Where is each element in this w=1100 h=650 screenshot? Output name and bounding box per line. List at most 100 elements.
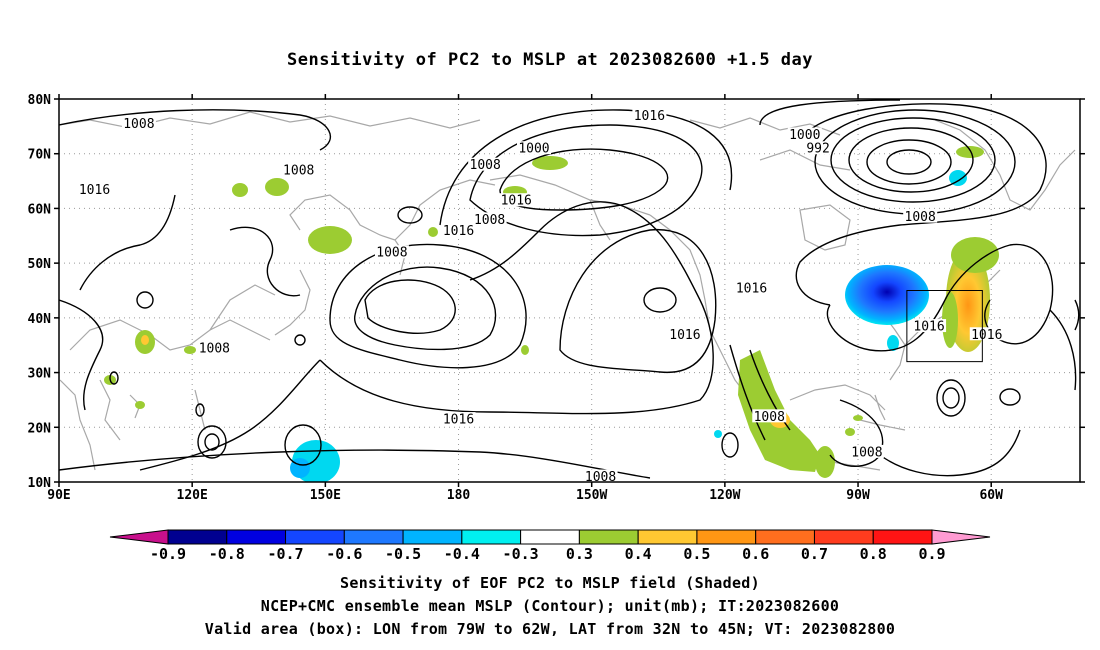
lat-tick-label: 80N bbox=[28, 93, 52, 108]
contour-label: 1008 bbox=[376, 246, 407, 261]
colorbar-swatch bbox=[167, 529, 228, 545]
lat-tick-label: 40N bbox=[28, 312, 52, 327]
lon-tick-label: 180 bbox=[447, 488, 471, 503]
map-title: Sensitivity of PC2 to MSLP at 2023082600… bbox=[286, 50, 813, 70]
contour-label: 1016 bbox=[79, 183, 110, 198]
contour-label: 1008 bbox=[123, 117, 154, 132]
lon-tick-label: 120E bbox=[177, 488, 208, 503]
colorbar-label: -0.7 bbox=[267, 545, 303, 563]
colorbar-label: 0.5 bbox=[683, 545, 710, 563]
lon-tick-label: 90W bbox=[846, 488, 870, 503]
contour-label: 1016 bbox=[669, 328, 700, 343]
contour-label-bg bbox=[805, 141, 832, 155]
contour-label: 1000 bbox=[518, 142, 549, 157]
latitude-axis: 80N 70N 60N 50N 40N 30N 20N 10N bbox=[28, 93, 1085, 491]
contour-label-bg bbox=[912, 319, 947, 333]
colorbar-label: 0.3 bbox=[566, 545, 593, 563]
colorbar-label: -0.5 bbox=[385, 545, 421, 563]
colorbar-label: 0.9 bbox=[918, 545, 945, 563]
contour-label-bg bbox=[752, 409, 787, 423]
colorbar-swatch bbox=[520, 529, 580, 545]
colorbar-swatch bbox=[637, 529, 698, 545]
colorbar-label: 0.7 bbox=[801, 545, 828, 563]
mslp-contours bbox=[59, 99, 1080, 479]
caption-line-2: NCEP+CMC ensemble mean MSLP (Contour); u… bbox=[260, 597, 840, 615]
contour-label-bg bbox=[468, 157, 503, 171]
caption-line-1: Sensitivity of EOF PC2 to MSLP field (Sh… bbox=[340, 574, 760, 592]
caption-line-3: Valid area (box): LON from 79W to 62W, L… bbox=[204, 620, 896, 638]
contour-labels: 1008101610081008101610081000100810161016… bbox=[77, 108, 1004, 485]
lat-tick-label: 20N bbox=[28, 421, 52, 436]
colorbar-swatch bbox=[461, 529, 522, 545]
longitude-axis: 90E 120E 150E 180 150W 120W 90W 60W bbox=[47, 94, 1003, 503]
lon-tick-label: 90E bbox=[47, 488, 70, 503]
contour-label: 1008 bbox=[199, 341, 230, 356]
contour-label-bg bbox=[197, 340, 232, 354]
contour-label-bg bbox=[374, 245, 409, 259]
colorbar-swatch bbox=[402, 529, 463, 545]
lon-tick-label: 120W bbox=[709, 488, 740, 503]
contour-label: 1016 bbox=[501, 194, 532, 209]
colorbar-swatch bbox=[813, 529, 874, 545]
contour-label: 1008 bbox=[474, 213, 505, 228]
colorbar-swatch bbox=[696, 529, 757, 545]
contour-label-bg bbox=[499, 193, 534, 207]
contour-label-bg bbox=[516, 141, 551, 155]
contour-label: 1000 bbox=[789, 128, 820, 143]
contour-label: 1008 bbox=[283, 164, 314, 179]
lat-tick-label: 10N bbox=[28, 476, 52, 491]
colorbar-swatch bbox=[343, 529, 404, 545]
contour-label-bg bbox=[121, 116, 156, 130]
contour-label-bg bbox=[281, 163, 316, 177]
plot-frame bbox=[58, 98, 1081, 483]
contour-label-bg bbox=[969, 327, 1004, 341]
lat-tick-label: 30N bbox=[28, 367, 52, 382]
contour-label: 992 bbox=[806, 142, 829, 157]
contour-label: 1016 bbox=[971, 328, 1002, 343]
colorbar-label: -0.9 bbox=[150, 545, 186, 563]
colorbar-over-arrow bbox=[931, 529, 991, 545]
colorbar-label: -0.8 bbox=[209, 545, 245, 563]
colorbar-label: -0.4 bbox=[444, 545, 480, 563]
contour-label-bg bbox=[849, 444, 884, 458]
colorbar: -0.9 -0.8 -0.7 -0.6 -0.5 -0.4 -0.3 0.3 0.4 0.5 0.6… bbox=[109, 529, 991, 563]
lon-tick-label: 60W bbox=[979, 488, 1003, 503]
contour-label-bg bbox=[787, 127, 822, 141]
colorbar-label: -0.6 bbox=[326, 545, 362, 563]
valid-area-box bbox=[906, 290, 983, 363]
colorbar-label: 0.4 bbox=[625, 545, 652, 563]
contour-label: 1016 bbox=[443, 413, 474, 428]
contour-label-bg bbox=[734, 280, 769, 294]
colorbar-swatch bbox=[226, 529, 287, 545]
contour-label-bg bbox=[441, 223, 476, 237]
contour-label-bg bbox=[903, 209, 938, 223]
contour-label: 1016 bbox=[913, 320, 944, 335]
lon-tick-label: 150W bbox=[576, 488, 607, 503]
contour-label-bg bbox=[667, 327, 702, 341]
lat-tick-label: 50N bbox=[28, 257, 52, 272]
contour-label-bg bbox=[441, 412, 476, 426]
contour-label-bg bbox=[632, 108, 667, 122]
contour-label: 1016 bbox=[736, 281, 767, 296]
contour-label-bg bbox=[77, 182, 112, 196]
colorbar-swatch bbox=[755, 529, 815, 545]
lon-tick-label: 150E bbox=[310, 488, 341, 503]
contour-label-bg bbox=[472, 212, 507, 226]
colorbar-swatch bbox=[578, 529, 639, 545]
lat-tick-label: 60N bbox=[28, 202, 52, 217]
contour-label-bg bbox=[583, 469, 618, 482]
colorbar-label: -0.3 bbox=[503, 545, 539, 563]
colorbar-label: 0.8 bbox=[860, 545, 887, 563]
contour-label: 1016 bbox=[443, 224, 474, 239]
contour-label: 1008 bbox=[754, 410, 785, 425]
lat-tick-label: 70N bbox=[28, 148, 52, 163]
contour-label: 1016 bbox=[634, 109, 665, 124]
colorbar-swatch bbox=[285, 529, 345, 545]
contour-label: 1008 bbox=[470, 158, 501, 173]
contour-label: 1008 bbox=[905, 210, 936, 225]
contour-label: 1008 bbox=[851, 445, 882, 460]
contour-label: 1008 bbox=[585, 470, 616, 485]
colorbar-label: 0.6 bbox=[742, 545, 769, 563]
colorbar-under-arrow bbox=[109, 529, 169, 545]
